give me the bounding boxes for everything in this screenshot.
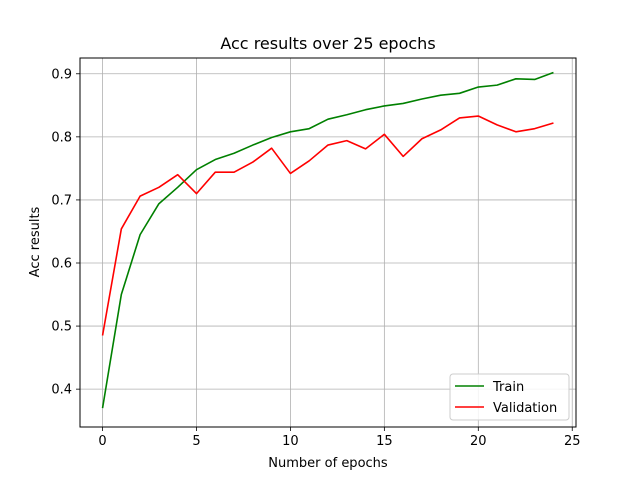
y-tick-label: 0.9 [51, 67, 72, 82]
x-tick-label: 5 [192, 434, 200, 449]
y-tick-label: 0.5 [51, 320, 72, 335]
y-axis-title: Acc results [28, 206, 43, 277]
x-tick-label: 0 [98, 434, 106, 449]
series-line-train [101, 71, 554, 409]
series-lines [101, 71, 554, 409]
chart-title: Acc results over 25 epochs [220, 34, 435, 53]
y-tick-label: 0.6 [51, 257, 72, 272]
x-axis-title: Number of epochs [268, 456, 388, 471]
legend: Train Validation [449, 373, 570, 421]
legend-label-validation: Validation [493, 401, 557, 416]
series-line-validation [101, 115, 554, 336]
y-tick-label: 0.7 [51, 193, 72, 208]
x-tick-label: 10 [282, 434, 299, 449]
legend-label-train: Train [492, 380, 524, 395]
plot-area-frame [79, 57, 577, 428]
x-tick-label: 15 [376, 434, 393, 449]
x-tick-label: 20 [470, 434, 487, 449]
y-tick-label: 0.4 [51, 383, 72, 398]
y-axis-ticks: 0.4 0.5 0.6 0.7 0.8 0.9 [51, 67, 80, 398]
x-tick-label: 25 [564, 434, 581, 449]
grid-lines [80, 58, 576, 427]
y-tick-label: 0.8 [51, 130, 72, 145]
x-axis-ticks: 0 5 10 15 20 25 [98, 427, 581, 449]
